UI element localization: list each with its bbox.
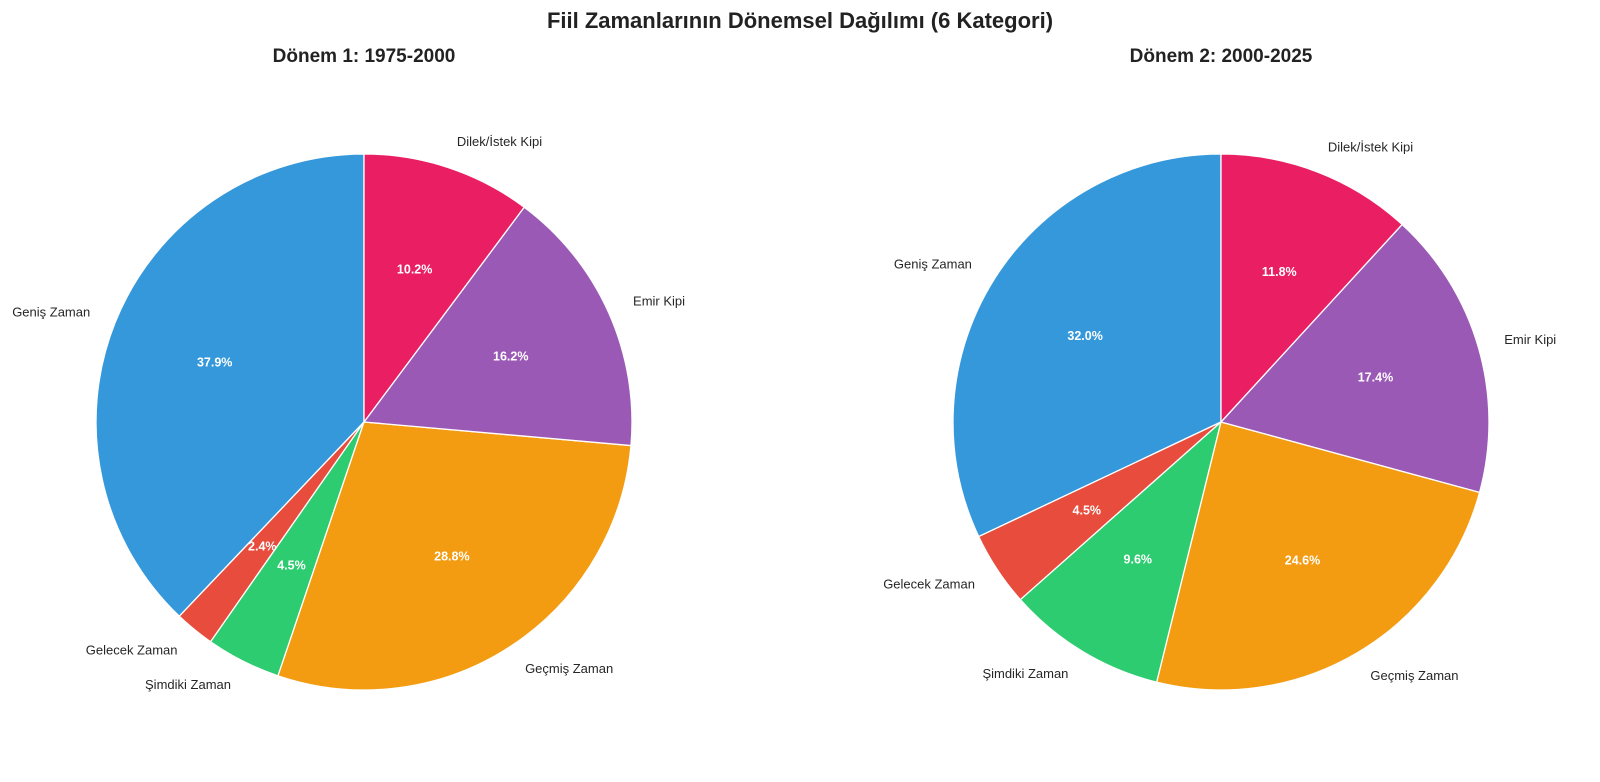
pie-wedge-dilek-istek-kipi <box>1220 153 1404 424</box>
slice-label-gelecek-zaman: Gelecek Zaman <box>86 642 178 657</box>
pct-label-gelecek-zaman: 4.5% <box>1073 504 1102 518</box>
pct-label-simdiki-zaman: 9.6% <box>1124 553 1153 567</box>
pie-wedge-simdiki-zaman <box>1019 420 1223 683</box>
pie-wedge-genis-zaman <box>95 153 365 618</box>
slice-label-genis-zaman: Geniş Zaman <box>894 256 972 271</box>
pct-label-dilek-istek-kipi: 10.2% <box>397 262 432 276</box>
slice-label-gelecek-zaman: Gelecek Zaman <box>883 576 975 591</box>
pie-wedge-gecmis-zaman <box>1155 421 1481 691</box>
slice-label-emir-kipi: Emir Kipi <box>633 294 685 309</box>
slice-label-gecmis-zaman: Geçmiş Zaman <box>525 661 613 676</box>
pie-wedge-gecmis-zaman <box>277 421 632 691</box>
slice-label-gecmis-zaman: Geçmiş Zaman <box>1370 668 1458 683</box>
pie-chart-period-2: Dönem 2: 2000-2025 Geniş Zaman 32.0% Gelec… <box>883 46 1556 691</box>
pct-label-emir-kipi: 17.4% <box>1358 370 1393 384</box>
slice-label-emir-kipi: Emir Kipi <box>1504 332 1556 347</box>
pie-2-plot: Geniş Zaman 32.0% Gelecek Zaman 4.5% Şimdiki… <box>883 139 1556 691</box>
pct-label-dilek-istek-kipi: 11.8% <box>1262 265 1297 279</box>
pie-1-title: Dönem 1: 1975-2000 <box>273 46 456 67</box>
slice-label-dilek-istek-kipi: Dilek/İstek Kipi <box>457 134 542 149</box>
pie-wedge-emir-kipi <box>362 206 633 447</box>
slice-label-genis-zaman: Geniş Zaman <box>12 305 90 320</box>
pie-wedge-genis-zaman <box>952 153 1222 538</box>
pct-label-genis-zaman: 32.0% <box>1067 329 1102 343</box>
pie-wedge-emir-kipi <box>1219 223 1490 494</box>
slice-label-simdiki-zaman: Şimdiki Zaman <box>982 666 1068 681</box>
pie-chart-period-1: Dönem 1: 1975-2000 Geniş Zaman 37.9% Gelec… <box>12 46 685 692</box>
pie-1-plot: Geniş Zaman 37.9% Gelecek Zaman 2.4% Şimdiki… <box>12 134 685 692</box>
pie-2-title: Dönem 2: 2000-2025 <box>1130 46 1313 67</box>
slice-label-dilek-istek-kipi: Dilek/İstek Kipi <box>1328 139 1413 154</box>
pct-label-gecmis-zaman: 28.8% <box>434 550 469 564</box>
pct-label-emir-kipi: 16.2% <box>493 349 528 363</box>
pct-label-gelecek-zaman: 2.4% <box>248 540 277 554</box>
pct-label-genis-zaman: 37.9% <box>197 355 232 369</box>
figure-title: Fiil Zamanlarının Dönemsel Dağılımı (6 K… <box>547 8 1053 33</box>
pct-label-gecmis-zaman: 24.6% <box>1285 554 1320 568</box>
pie-wedge-dilek-istek-kipi <box>363 153 526 424</box>
slice-label-simdiki-zaman: Şimdiki Zaman <box>145 677 231 692</box>
pct-label-simdiki-zaman: 4.5% <box>277 559 306 573</box>
